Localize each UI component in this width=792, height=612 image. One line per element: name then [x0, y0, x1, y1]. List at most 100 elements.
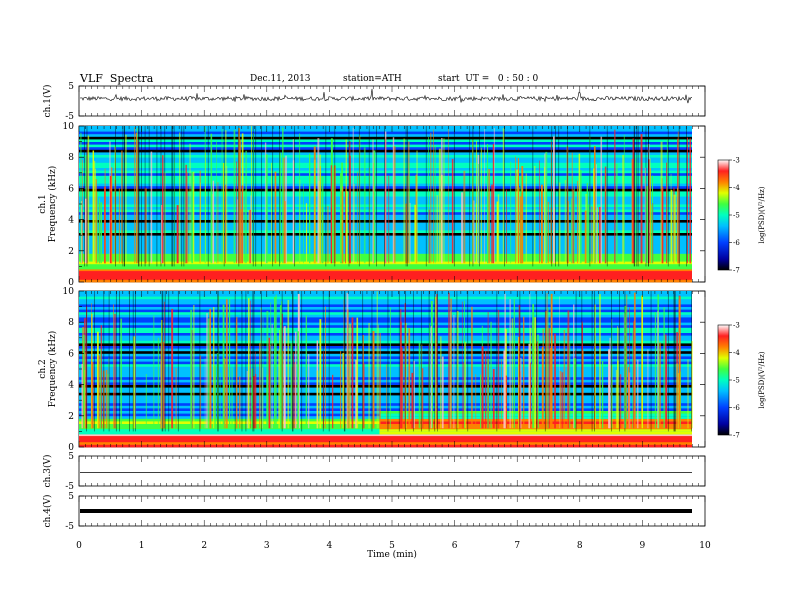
spectrogram-streak-spec2	[581, 350, 584, 429]
y-axis-label-spec1: ch.1	[38, 194, 48, 213]
spectrogram-streak-spec2	[250, 300, 251, 429]
spectrogram-streak-spec2	[626, 294, 628, 429]
y-tick-label-ch3: 5	[68, 452, 74, 462]
spectrogram-streak-spec1	[403, 138, 405, 264]
spectrogram-streak-spec2	[231, 367, 233, 429]
spectrogram-streak-spec2	[222, 304, 225, 429]
spectrogram-gap-spec2	[544, 291, 546, 432]
spectrogram-gap-spec2	[496, 291, 498, 432]
spectrogram-streak-spec1	[510, 161, 512, 264]
colorbar-tick-label-spec1: -4	[733, 184, 740, 192]
spectrogram-band-spec2	[79, 293, 692, 297]
spectrogram-streak-spec2	[376, 291, 378, 429]
spectrogram-streak-spec1	[675, 194, 677, 264]
y-tick-label-ch4: -5	[65, 522, 74, 532]
spectrogram-gap-spec1	[181, 126, 183, 267]
spectrogram-spec1	[79, 126, 692, 283]
spectrogram-streak-spec2	[213, 307, 215, 429]
spectrogram-gap-spec2	[420, 291, 422, 432]
y-tick-label-spec2: 4	[68, 381, 74, 391]
spectrogram-band-spec2	[79, 436, 692, 440]
spectrogram-streak-spec2	[463, 362, 465, 429]
spectrogram-gap-spec2	[161, 291, 163, 432]
spectrogram-band-spec2	[79, 301, 692, 305]
spectrogram-streak-spec1	[416, 150, 418, 264]
spectrogram-streak-spec2	[529, 362, 532, 429]
spectrogram-streak-spec1	[161, 204, 163, 264]
x-tick-label: 5	[389, 541, 395, 551]
spectrogram-band-spec2	[79, 350, 692, 354]
spectrogram-streak-spec1	[545, 151, 548, 264]
spectrogram-streak-spec2	[379, 332, 381, 429]
spectrogram-gap-spec1	[648, 126, 649, 267]
x-tick-label: 0	[76, 541, 82, 551]
spectrogram-streak-spec2	[500, 358, 502, 429]
y-tick-label-spec1: 4	[68, 216, 74, 226]
spectrogram-streak-spec2	[340, 351, 342, 429]
spectrogram-streak-spec2	[248, 298, 250, 429]
spectrogram-band-spec2	[379, 431, 692, 435]
spectrogram-streak-spec1	[342, 186, 344, 264]
spectrogram-streak-spec1	[99, 197, 101, 264]
spectrogram-streak-spec2	[295, 331, 297, 429]
spectrogram-band-spec2	[79, 361, 692, 365]
y-tick-label-ch1: 5	[68, 82, 74, 92]
colorbar-tick-label-spec2: -3	[733, 322, 740, 330]
spectrogram-streak-spec2	[229, 299, 231, 429]
spectrogram-streak-spec1	[282, 127, 284, 264]
spectrogram-gap-spec1	[376, 126, 377, 267]
spectrogram-streak-spec2	[145, 374, 147, 429]
spectrogram-streak-spec1	[81, 159, 83, 264]
spectrogram-band-spec1	[79, 266, 692, 270]
spectrogram-gap-spec2	[292, 291, 294, 432]
spectrogram-band-spec2	[79, 348, 692, 352]
spectrogram-streak-spec1	[239, 139, 241, 264]
spectrogram-streak-spec1	[95, 179, 98, 264]
spectrogram-streak-spec1	[87, 135, 90, 264]
spectrogram-gap-spec1	[384, 126, 385, 267]
spectrogram-streak-spec1	[339, 173, 342, 264]
spectrogram-streak-spec2	[363, 363, 365, 429]
spectrogram-streak-spec1	[109, 175, 112, 264]
spectrogram-gap-spec2	[252, 291, 254, 432]
spectrogram-streak-spec1	[222, 162, 225, 264]
spectrogram-streak-spec1	[95, 168, 96, 264]
spectrogram-streak-spec1	[356, 171, 358, 264]
spectrogram-band-spec2	[79, 363, 692, 367]
spectrogram-band-spec2	[79, 379, 692, 383]
spectrogram-streak-spec2	[270, 302, 272, 429]
spectrogram-gap-spec2	[434, 291, 436, 432]
spectrogram-streak-spec1	[673, 194, 675, 264]
spectrogram-streak-spec1	[84, 198, 87, 264]
spectrogram-streak-spec2	[325, 306, 326, 429]
spectrogram-band-spec2	[79, 324, 692, 328]
spectrogram-gap-spec1	[558, 126, 560, 267]
spectrogram-streak-spec2	[632, 330, 634, 429]
spectrogram-gap-spec2	[611, 291, 612, 432]
spectrogram-streak-spec1	[525, 173, 527, 264]
spectrogram-streak-spec2	[269, 345, 271, 429]
chart-title: VLF Spectra	[80, 72, 154, 85]
spectrogram-streak-spec1	[496, 201, 499, 264]
spectrogram-streak-spec2	[343, 299, 345, 429]
spectrogram-streak-spec2	[523, 316, 525, 429]
spectrogram-streak-spec1	[81, 201, 83, 264]
spectrogram-streak-spec1	[593, 168, 595, 264]
spectrogram-streak-spec1	[185, 164, 187, 264]
spectrogram-gap-spec2	[594, 291, 595, 432]
spectrogram-streak-spec1	[594, 209, 596, 264]
spectrogram-gap-spec1	[633, 126, 635, 267]
spectrogram-streak-spec1	[265, 154, 268, 264]
spectrogram-gap-spec2	[674, 291, 676, 432]
colorbar-spec1	[717, 159, 730, 271]
spectrogram-streak-spec2	[421, 344, 423, 429]
spectrogram-band-spec2	[79, 353, 692, 357]
spectrogram-streak-spec1	[226, 165, 228, 264]
spectrogram-streak-spec1	[80, 201, 82, 264]
spectrogram-band-spec2	[79, 374, 692, 378]
spectrogram-streak-spec2	[372, 330, 375, 429]
spectrogram-streak-spec1	[305, 203, 308, 264]
spectrogram-streak-spec2	[531, 321, 533, 429]
spectrogram-streak-spec2	[262, 364, 264, 429]
